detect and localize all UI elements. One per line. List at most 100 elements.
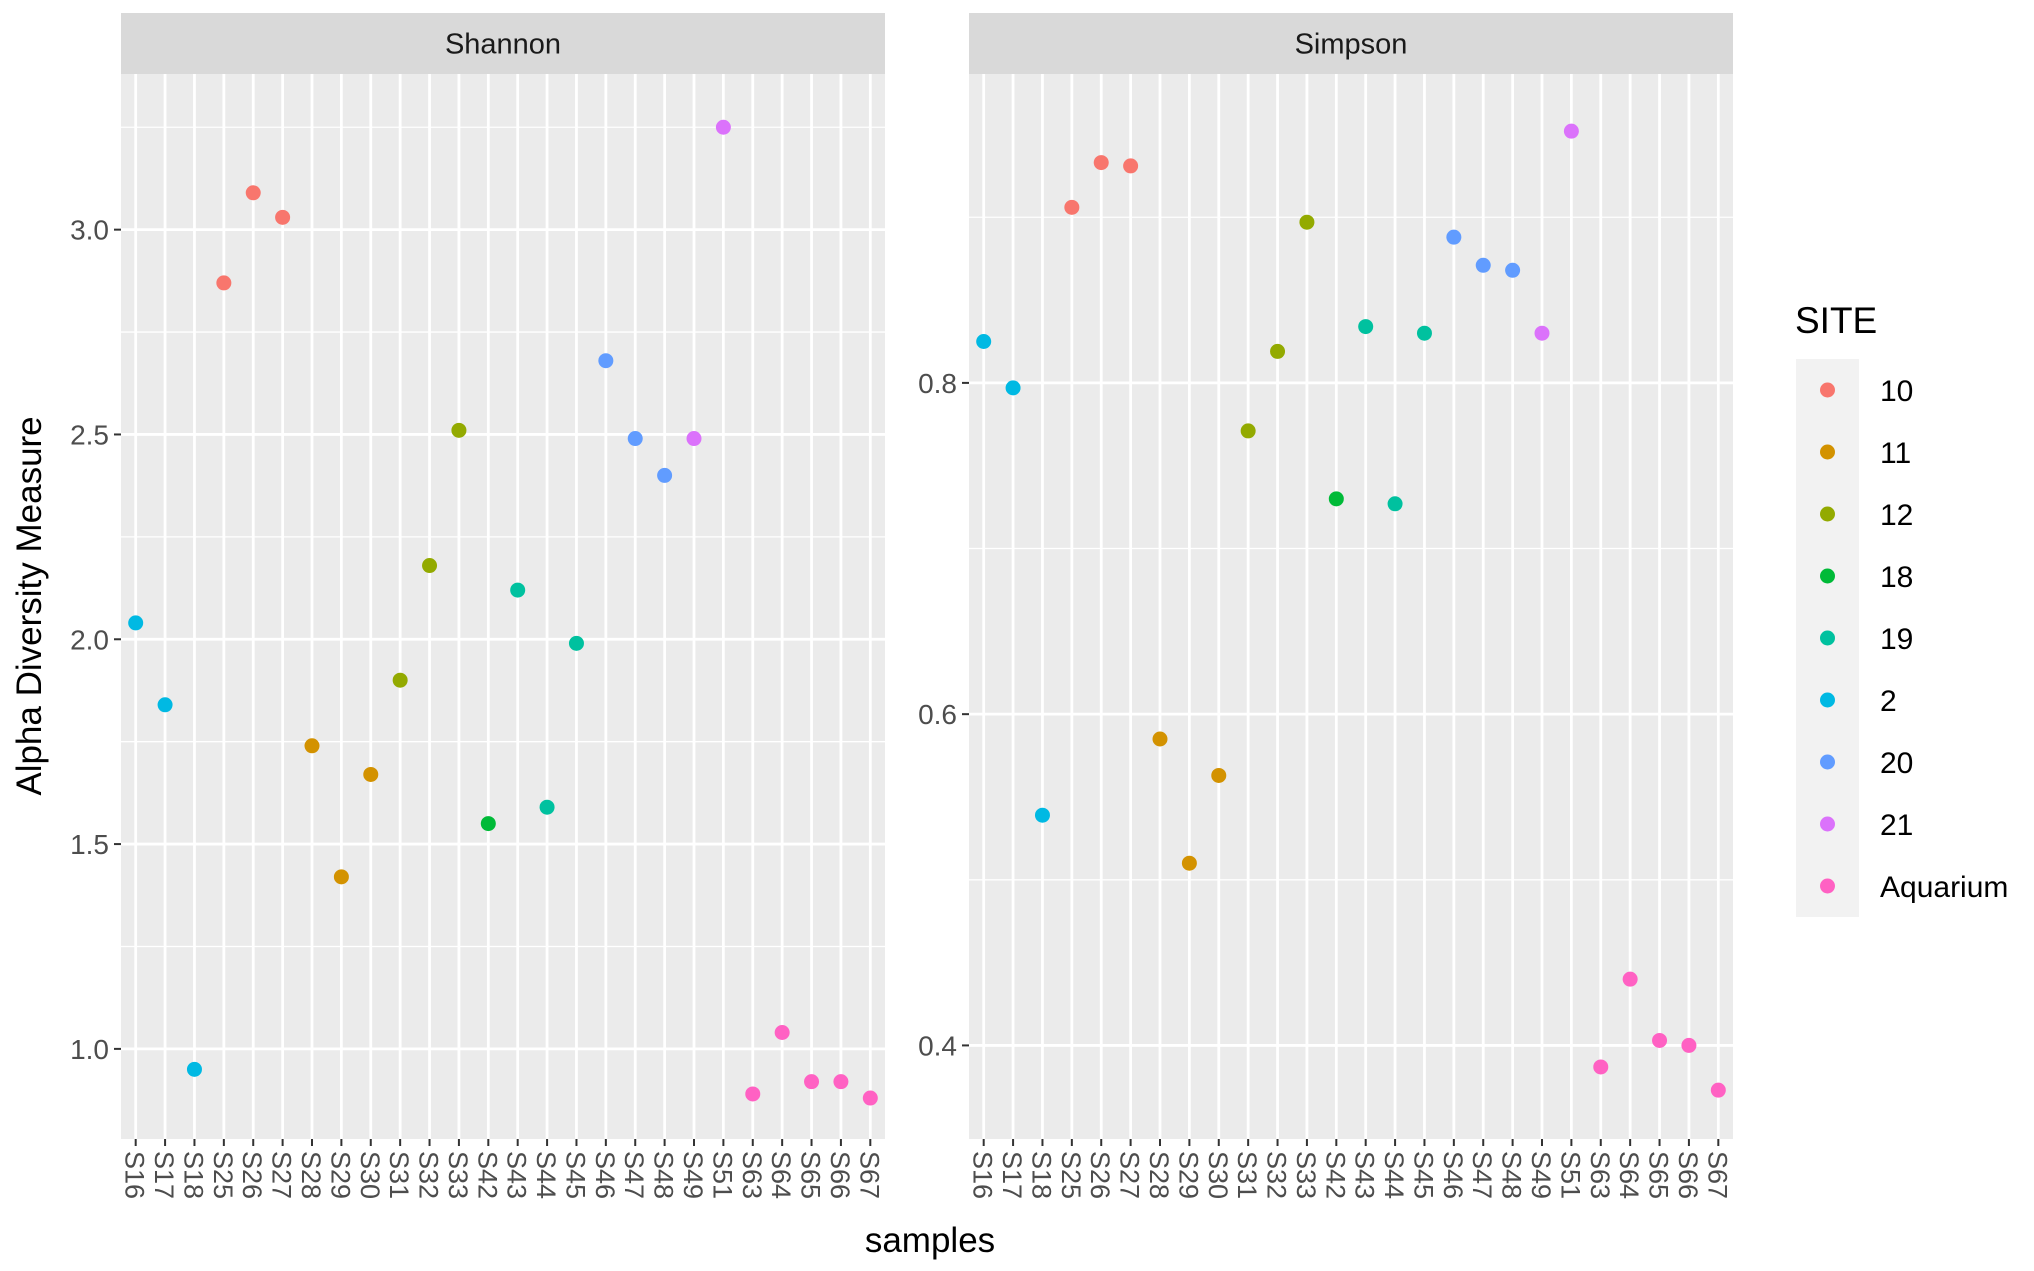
data-point-simpson-s28 bbox=[1152, 731, 1168, 747]
legend-key-2 bbox=[1820, 692, 1835, 708]
x-tick-label: S28 bbox=[1144, 1151, 1174, 1199]
data-point-shannon-s45 bbox=[568, 635, 584, 651]
x-tick-label: S63 bbox=[737, 1151, 767, 1199]
data-point-shannon-s30 bbox=[363, 766, 379, 782]
x-tick-label: S18 bbox=[1026, 1151, 1056, 1199]
legend-label: 10 bbox=[1880, 375, 1913, 408]
data-point-simpson-s30 bbox=[1211, 767, 1227, 783]
y-tick-label: 1.0 bbox=[70, 1034, 109, 1065]
data-point-simpson-s67 bbox=[1710, 1082, 1726, 1098]
facet-strip bbox=[969, 13, 1733, 74]
x-tick-label: S28 bbox=[296, 1151, 326, 1199]
data-point-simpson-s26 bbox=[1093, 155, 1109, 171]
x-tick-label: S45 bbox=[1408, 1151, 1438, 1199]
data-point-simpson-s16 bbox=[976, 333, 992, 349]
x-tick-label: S44 bbox=[1379, 1151, 1409, 1199]
legend-label: 2 bbox=[1880, 685, 1897, 718]
x-tick-label: S48 bbox=[1497, 1151, 1527, 1199]
data-point-shannon-s32 bbox=[422, 558, 438, 574]
x-tick-label: S67 bbox=[1702, 1151, 1732, 1199]
x-tick-label: S17 bbox=[149, 1151, 179, 1199]
data-point-simpson-s27 bbox=[1123, 158, 1139, 174]
legend-key-10 bbox=[1820, 382, 1835, 398]
data-point-simpson-s42 bbox=[1328, 491, 1344, 507]
data-point-simpson-s45 bbox=[1416, 325, 1432, 341]
x-tick-label: S31 bbox=[384, 1151, 414, 1199]
data-point-shannon-s63 bbox=[745, 1086, 761, 1102]
data-point-simpson-s65 bbox=[1652, 1032, 1668, 1048]
x-tick-label: S48 bbox=[649, 1151, 679, 1199]
x-tick-label: S43 bbox=[1350, 1151, 1380, 1199]
legend-key-20 bbox=[1820, 754, 1835, 770]
data-point-simpson-s46 bbox=[1446, 229, 1462, 245]
data-point-simpson-s25 bbox=[1064, 199, 1080, 215]
x-tick-label: S43 bbox=[502, 1151, 532, 1199]
y-tick-label: 3.0 bbox=[70, 215, 109, 246]
x-tick-label: S46 bbox=[590, 1151, 620, 1199]
x-tick-label: S64 bbox=[1614, 1151, 1644, 1199]
data-point-simpson-s66 bbox=[1681, 1037, 1697, 1053]
x-tick-label: S25 bbox=[1056, 1151, 1086, 1199]
data-point-shannon-s16 bbox=[128, 615, 144, 631]
x-tick-label: S25 bbox=[208, 1151, 238, 1199]
data-point-simpson-s33 bbox=[1299, 214, 1315, 230]
y-tick-label: 0.6 bbox=[918, 699, 957, 730]
x-tick-label: S64 bbox=[766, 1151, 796, 1199]
x-tick-label: S33 bbox=[443, 1151, 473, 1199]
x-tick-label: S17 bbox=[997, 1151, 1027, 1199]
x-tick-label: S51 bbox=[1555, 1151, 1585, 1199]
legend-key-19 bbox=[1820, 630, 1835, 646]
data-point-shannon-s47 bbox=[627, 431, 643, 447]
data-point-simpson-s29 bbox=[1181, 855, 1197, 871]
y-tick-label: 0.4 bbox=[918, 1030, 957, 1061]
x-tick-label: S26 bbox=[237, 1151, 267, 1199]
x-tick-label: S27 bbox=[267, 1151, 297, 1199]
data-point-simpson-s64 bbox=[1622, 971, 1638, 987]
x-tick-label: S33 bbox=[1291, 1151, 1321, 1199]
facet-strip bbox=[121, 13, 885, 74]
x-tick-label: S29 bbox=[1173, 1151, 1203, 1199]
x-tick-label: S32 bbox=[414, 1151, 444, 1199]
data-point-shannon-s17 bbox=[157, 697, 173, 713]
x-tick-label: S65 bbox=[796, 1151, 826, 1199]
x-tick-label: S66 bbox=[825, 1151, 855, 1199]
data-point-shannon-s25 bbox=[216, 275, 232, 291]
x-tick-label: S18 bbox=[178, 1151, 208, 1199]
data-point-shannon-s18 bbox=[186, 1061, 202, 1077]
x-tick-label: S49 bbox=[1526, 1151, 1556, 1199]
x-tick-label: S31 bbox=[1232, 1151, 1262, 1199]
y-tick-label: 2.5 bbox=[70, 419, 109, 450]
y-tick-label: 2.0 bbox=[70, 624, 109, 655]
x-tick-label: S26 bbox=[1085, 1151, 1115, 1199]
x-tick-label: S30 bbox=[355, 1151, 385, 1199]
data-point-shannon-s28 bbox=[304, 738, 320, 754]
legend-key-11 bbox=[1820, 444, 1835, 460]
legend-label: 20 bbox=[1880, 747, 1913, 780]
y-tick-label: 1.5 bbox=[70, 829, 109, 860]
data-point-simpson-s31 bbox=[1240, 423, 1256, 439]
data-point-shannon-s42 bbox=[480, 816, 496, 832]
x-tick-label: S44 bbox=[531, 1151, 561, 1199]
legend-key-18 bbox=[1820, 568, 1835, 584]
y-axis-title: Alpha Diversity Measure bbox=[10, 416, 49, 795]
panel-background bbox=[969, 74, 1733, 1139]
data-point-shannon-s31 bbox=[392, 672, 408, 688]
data-point-shannon-s26 bbox=[245, 185, 261, 201]
legend-label: Aquarium bbox=[1880, 871, 2008, 904]
data-point-simpson-s49 bbox=[1534, 325, 1550, 341]
x-tick-label: S65 bbox=[1644, 1151, 1674, 1199]
facet-title: Shannon bbox=[445, 29, 561, 61]
x-tick-label: S67 bbox=[854, 1151, 884, 1199]
x-tick-label: S66 bbox=[1673, 1151, 1703, 1199]
data-point-simpson-s17 bbox=[1005, 380, 1021, 396]
x-tick-label: S46 bbox=[1438, 1151, 1468, 1199]
data-point-shannon-s46 bbox=[598, 353, 614, 369]
x-tick-label: S45 bbox=[560, 1151, 590, 1199]
x-tick-label: S63 bbox=[1585, 1151, 1615, 1199]
data-point-shannon-s29 bbox=[333, 869, 349, 885]
data-point-simpson-s43 bbox=[1358, 319, 1374, 335]
legend-key-aquarium bbox=[1820, 878, 1835, 894]
data-point-shannon-s49 bbox=[686, 431, 702, 447]
